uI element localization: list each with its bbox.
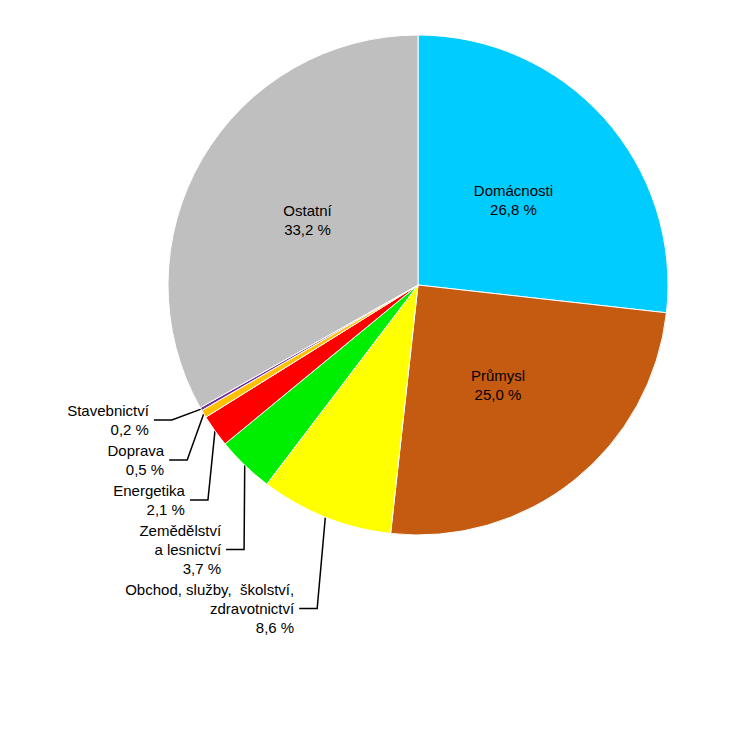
svg-text:33,2 %: 33,2 % bbox=[284, 221, 331, 238]
svg-text:Energetika: Energetika bbox=[113, 482, 185, 499]
svg-text:Průmysl: Průmysl bbox=[471, 367, 525, 384]
svg-text:Domácnosti: Domácnosti bbox=[474, 182, 553, 199]
svg-text:25,0 %: 25,0 % bbox=[475, 386, 522, 403]
svg-text:8,6 %: 8,6 % bbox=[256, 619, 294, 636]
svg-text:Ostatní: Ostatní bbox=[283, 202, 332, 219]
svg-text:Obchod, služby, školství,: Obchod, služby, školství, bbox=[125, 581, 294, 598]
svg-text:zdravotnictví: zdravotnictví bbox=[210, 600, 295, 617]
svg-text:a lesnictví: a lesnictví bbox=[154, 541, 222, 558]
svg-text:Stavebnictví: Stavebnictví bbox=[67, 402, 150, 419]
svg-text:0,5 %: 0,5 % bbox=[126, 461, 164, 478]
svg-text:3,7 %: 3,7 % bbox=[183, 560, 221, 577]
svg-text:2,1 %: 2,1 % bbox=[147, 501, 185, 518]
svg-text:0,2 %: 0,2 % bbox=[111, 421, 149, 438]
svg-text:26,8 %: 26,8 % bbox=[490, 201, 537, 218]
svg-text:Doprava: Doprava bbox=[107, 442, 164, 459]
svg-text:Zemědělství: Zemědělství bbox=[139, 522, 222, 539]
